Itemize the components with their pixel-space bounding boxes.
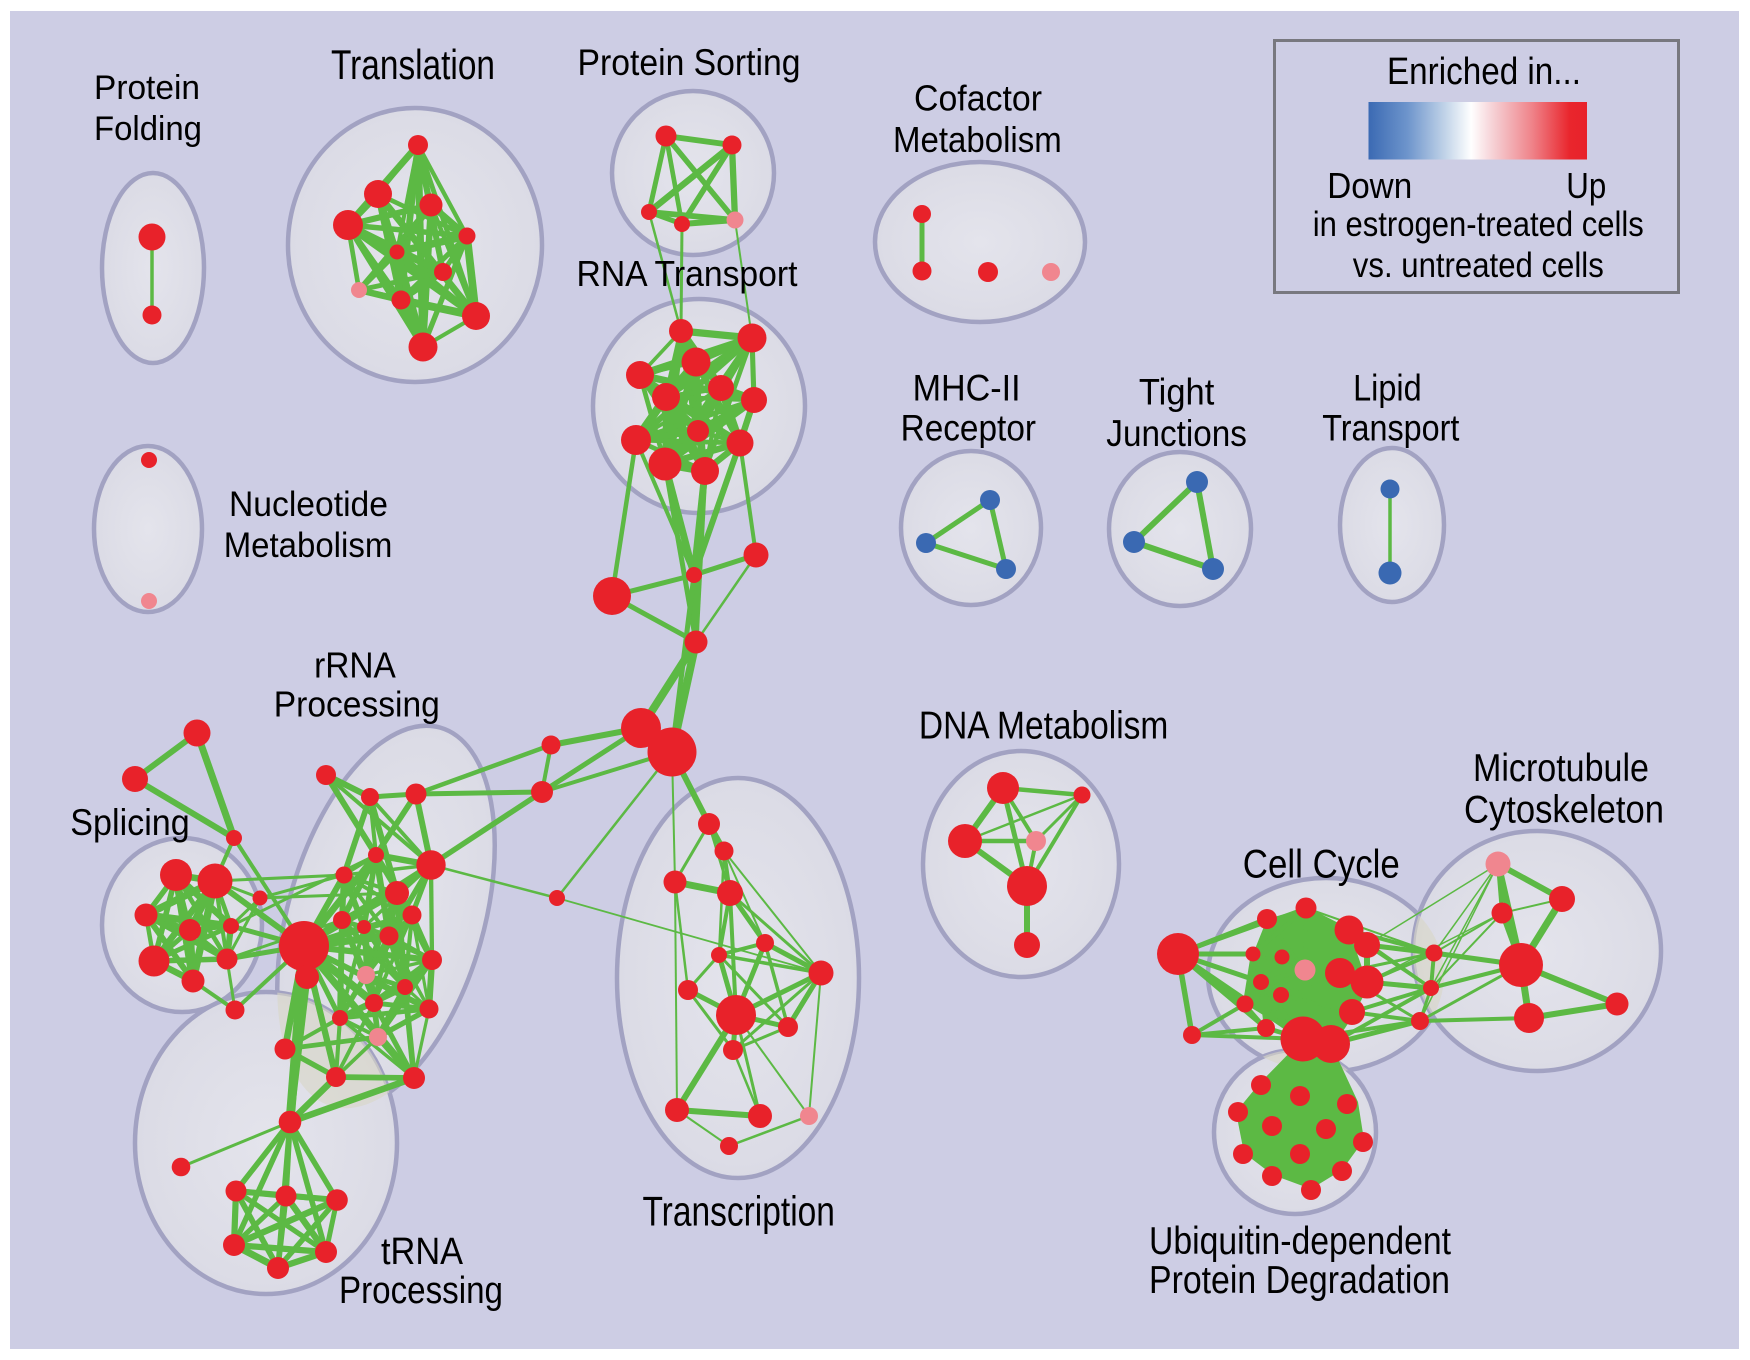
svg-text:in estrogen-treated cells: in estrogen-treated cells xyxy=(1313,205,1644,244)
svg-text:Protein Degradation: Protein Degradation xyxy=(1149,1259,1450,1302)
svg-text:Protein Sorting: Protein Sorting xyxy=(578,42,801,83)
svg-text:Transport: Transport xyxy=(1322,408,1460,449)
svg-text:DNA Metabolism: DNA Metabolism xyxy=(919,705,1168,748)
svg-text:Lipid: Lipid xyxy=(1353,368,1422,409)
svg-text:Junctions: Junctions xyxy=(1106,413,1247,454)
svg-text:tRNA: tRNA xyxy=(381,1231,464,1273)
svg-text:Down: Down xyxy=(1327,165,1412,206)
svg-text:Ubiquitin-dependent: Ubiquitin-dependent xyxy=(1149,1220,1451,1263)
svg-text:Metabolism: Metabolism xyxy=(224,526,393,565)
svg-text:Protein: Protein xyxy=(94,69,200,107)
svg-text:Transcription: Transcription xyxy=(642,1188,835,1235)
svg-text:Splicing: Splicing xyxy=(70,801,189,843)
svg-text:Processing: Processing xyxy=(274,684,440,725)
svg-text:RNA Transport: RNA Transport xyxy=(577,253,798,294)
svg-text:Cytoskeleton: Cytoskeleton xyxy=(1464,788,1664,831)
svg-text:Folding: Folding xyxy=(94,110,202,148)
svg-text:Up: Up xyxy=(1566,165,1606,206)
svg-text:Microtubule: Microtubule xyxy=(1473,747,1649,790)
svg-text:Cofactor: Cofactor xyxy=(914,78,1042,119)
svg-text:Metabolism: Metabolism xyxy=(893,119,1062,160)
svg-text:Enriched in...: Enriched in... xyxy=(1387,51,1581,93)
svg-text:MHC-II: MHC-II xyxy=(913,368,1021,409)
svg-text:Cell Cycle: Cell Cycle xyxy=(1243,843,1400,887)
svg-text:Receptor: Receptor xyxy=(901,408,1036,449)
svg-text:vs. untreated cells: vs. untreated cells xyxy=(1353,246,1604,285)
svg-text:Processing: Processing xyxy=(339,1270,503,1312)
svg-text:Nucleotide: Nucleotide xyxy=(229,485,388,524)
svg-text:Tight: Tight xyxy=(1139,372,1215,413)
svg-text:rRNA: rRNA xyxy=(314,645,396,686)
svg-text:Translation: Translation xyxy=(331,41,495,88)
